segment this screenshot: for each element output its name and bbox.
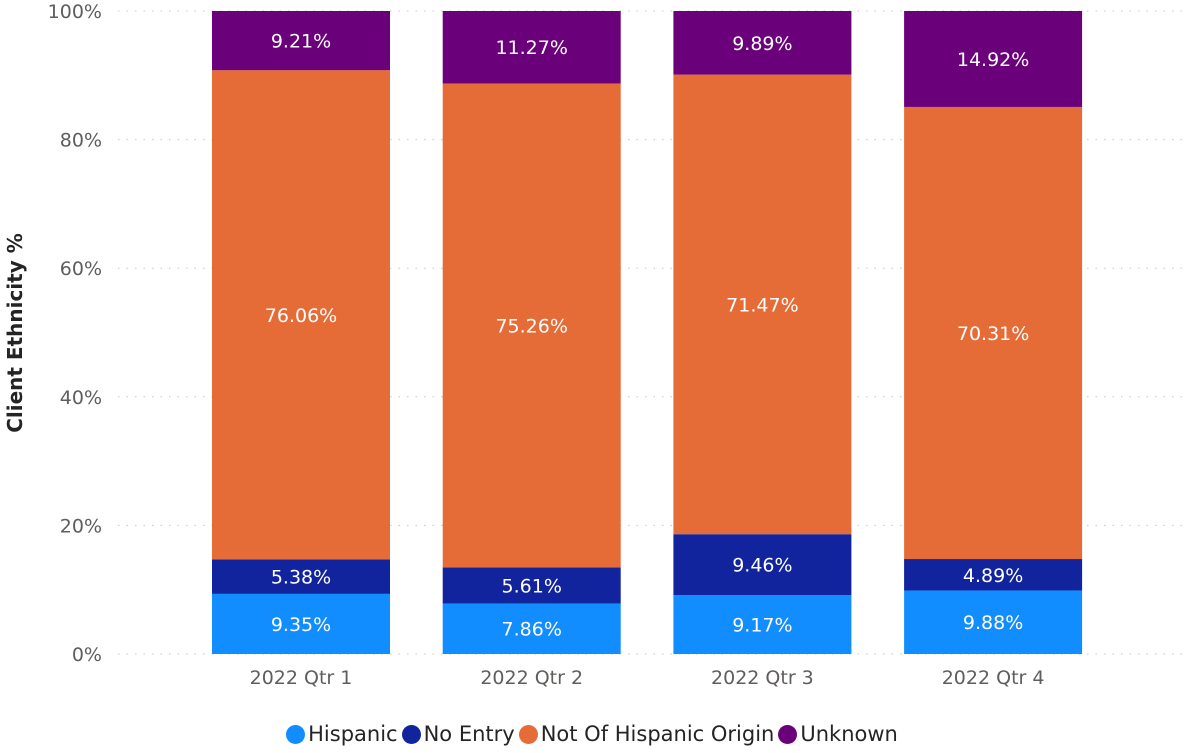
- y-tick-label: 60%: [60, 258, 102, 280]
- data-label: 14.92%: [957, 49, 1029, 71]
- data-label: 5.38%: [271, 567, 331, 589]
- data-label: 70.31%: [957, 323, 1029, 345]
- data-label: 9.17%: [732, 615, 792, 637]
- bar-segment: [904, 106, 1083, 560]
- x-tick-label: 2022 Qtr 2: [480, 667, 583, 689]
- bar-segment: [673, 74, 852, 535]
- bar-segment: [442, 83, 621, 568]
- legend-item[interactable]: No Entry: [401, 722, 515, 746]
- data-label: 9.88%: [963, 612, 1023, 634]
- legend-label: No Entry: [423, 722, 515, 746]
- y-axis-title: Client Ethnicity %: [3, 233, 27, 433]
- legend-swatch: [518, 724, 538, 744]
- data-label: 5.61%: [502, 575, 562, 597]
- data-label: 9.89%: [732, 33, 792, 55]
- legend-label: Not Of Hispanic Origin: [540, 722, 775, 746]
- bar-segment: [442, 567, 621, 604]
- data-label: 71.47%: [726, 294, 798, 316]
- bars: [212, 11, 1083, 654]
- data-label: 75.26%: [495, 315, 567, 337]
- legend-label: Hispanic: [308, 722, 398, 746]
- data-label: 9.21%: [271, 31, 331, 53]
- bar-segment: [212, 559, 390, 594]
- legend-item[interactable]: Not Of Hispanic Origin: [518, 722, 775, 746]
- y-tick-label: 40%: [60, 387, 102, 409]
- bar-segment: [673, 11, 852, 75]
- legend-item[interactable]: Unknown: [778, 722, 898, 746]
- bar-segment: [212, 70, 390, 560]
- data-labels: 9.35% 5.38% 76.06% 9.21% 7.86% 5.61% 75.26% 11.…: [265, 31, 1030, 641]
- data-label: 4.89%: [963, 565, 1023, 587]
- data-label: 9.46%: [732, 555, 792, 577]
- x-tick-label: 2022 Qtr 4: [942, 667, 1045, 689]
- bar-segment: [904, 590, 1083, 654]
- data-label: 7.86%: [502, 619, 562, 641]
- y-tick-label: 0%: [72, 644, 102, 666]
- legend: Hispanic No Entry Not Of Hispanic Origin Un…: [0, 718, 1184, 750]
- x-tick-label: 2022 Qtr 3: [711, 667, 814, 689]
- bar-segment: [673, 534, 852, 596]
- bar-segment: [904, 559, 1083, 591]
- y-tick-label: 20%: [60, 515, 102, 537]
- bar-segment: [442, 603, 621, 654]
- x-axis-ticks: 2022 Qtr 1 2022 Qtr 2 2022 Qtr 3 2022 Qtr 4: [250, 667, 1045, 689]
- legend-swatch: [401, 724, 421, 744]
- bar-segment: [212, 593, 390, 654]
- legend-swatch: [286, 724, 306, 744]
- bar-segment: [904, 11, 1083, 107]
- bar-segment: [212, 11, 390, 71]
- data-label: 76.06%: [265, 305, 337, 327]
- y-tick-label: 100%: [48, 1, 102, 23]
- data-label: 9.35%: [271, 614, 331, 636]
- bar-segment: [673, 595, 852, 654]
- legend-label: Unknown: [800, 722, 898, 746]
- legend-item[interactable]: Hispanic: [286, 722, 398, 746]
- data-label: 11.27%: [495, 37, 567, 59]
- y-tick-label: 80%: [60, 130, 102, 152]
- y-axis-ticks: 0% 20% 40% 60% 80% 100%: [48, 1, 102, 666]
- bar-segment: [442, 11, 621, 84]
- x-tick-label: 2022 Qtr 1: [250, 667, 353, 689]
- legend-swatch: [778, 724, 798, 744]
